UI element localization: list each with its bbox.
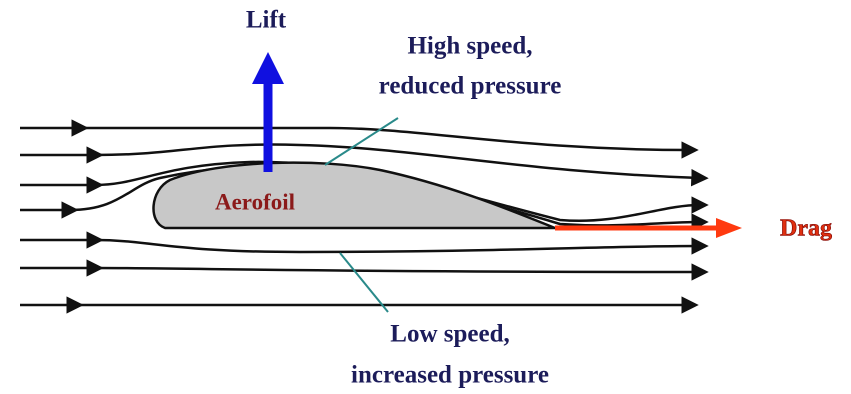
lift-arrowhead — [252, 52, 284, 84]
lower-label-1: Low speed, — [390, 321, 509, 348]
drag-arrowhead — [716, 218, 742, 238]
lower-leader — [340, 253, 388, 312]
lift-label: Lift — [246, 7, 287, 34]
lower-label-2: increased pressure — [351, 362, 549, 389]
drag-label: Drag — [780, 216, 832, 242]
aerofoil-shape — [154, 163, 555, 228]
upper-label-2: reduced pressure — [379, 73, 562, 100]
upper-leader — [325, 118, 398, 165]
diagram: Aerofoil Lift Drag High speed, reduced p… — [0, 0, 851, 394]
upper-label-1: High speed, — [407, 33, 532, 60]
aerofoil-label: Aerofoil — [215, 189, 295, 214]
